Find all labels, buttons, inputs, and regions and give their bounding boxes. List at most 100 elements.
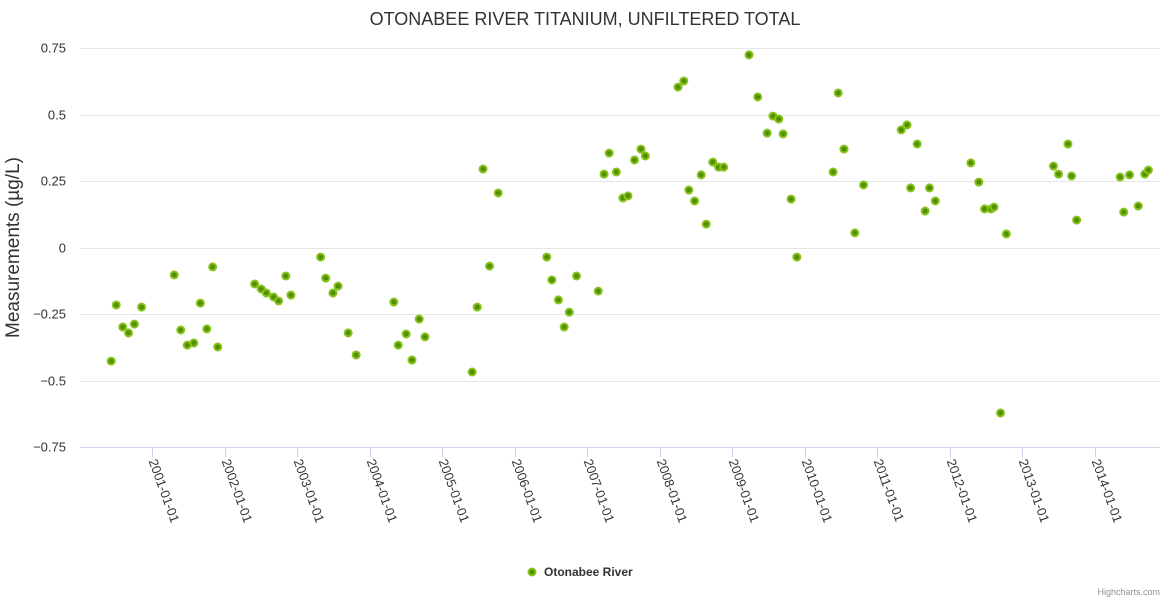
- data-point[interactable]: [828, 167, 838, 177]
- data-point[interactable]: [286, 290, 296, 300]
- data-point[interactable]: [1133, 201, 1143, 211]
- data-point[interactable]: [407, 355, 417, 365]
- data-point[interactable]: [485, 261, 495, 271]
- x-tick-label: 2004-01-01: [364, 457, 401, 525]
- data-point[interactable]: [478, 164, 488, 174]
- data-point[interactable]: [859, 180, 869, 190]
- data-point[interactable]: [966, 158, 976, 168]
- data-point[interactable]: [547, 275, 557, 285]
- data-point[interactable]: [1067, 171, 1077, 181]
- gridlines: [80, 48, 1160, 382]
- data-point[interactable]: [213, 342, 223, 352]
- data-point[interactable]: [401, 329, 411, 339]
- data-point[interactable]: [636, 144, 646, 154]
- data-point[interactable]: [493, 188, 503, 198]
- data-point[interactable]: [1063, 139, 1073, 149]
- data-point[interactable]: [1115, 172, 1125, 182]
- data-point[interactable]: [118, 322, 128, 332]
- data-point[interactable]: [774, 114, 784, 124]
- data-point[interactable]: [673, 82, 683, 92]
- data-point[interactable]: [274, 296, 284, 306]
- data-point[interactable]: [925, 183, 935, 193]
- data-point[interactable]: [1072, 215, 1082, 225]
- data-point[interactable]: [640, 151, 650, 161]
- data-point[interactable]: [623, 191, 633, 201]
- data-point[interactable]: [611, 167, 621, 177]
- data-point[interactable]: [792, 252, 802, 262]
- data-point[interactable]: [389, 297, 399, 307]
- data-point[interactable]: [124, 328, 134, 338]
- data-point[interactable]: [333, 281, 343, 291]
- data-point[interactable]: [696, 170, 706, 180]
- data-point[interactable]: [316, 252, 326, 262]
- data-point[interactable]: [896, 125, 906, 135]
- data-point[interactable]: [839, 144, 849, 154]
- data-point[interactable]: [542, 252, 552, 262]
- data-point[interactable]: [1001, 229, 1011, 239]
- data-point[interactable]: [902, 120, 912, 130]
- data-point[interactable]: [1048, 161, 1058, 171]
- data-point[interactable]: [786, 194, 796, 204]
- data-point[interactable]: [351, 350, 361, 360]
- data-point[interactable]: [195, 298, 205, 308]
- data-point[interactable]: [250, 279, 260, 289]
- data-point[interactable]: [593, 286, 603, 296]
- data-point[interactable]: [169, 270, 179, 280]
- data-point[interactable]: [974, 177, 984, 187]
- data-point[interactable]: [321, 273, 331, 283]
- data-point[interactable]: [778, 129, 788, 139]
- data-point[interactable]: [930, 196, 940, 206]
- data-point[interactable]: [719, 162, 729, 172]
- data-point[interactable]: [176, 325, 186, 335]
- data-point[interactable]: [343, 328, 353, 338]
- legend-item-otonabee-river[interactable]: Otonabee River: [527, 565, 634, 579]
- x-tick-label: 2005-01-01: [436, 457, 473, 525]
- data-point[interactable]: [690, 196, 700, 206]
- data-point[interactable]: [833, 88, 843, 98]
- data-point[interactable]: [137, 302, 147, 312]
- data-point[interactable]: [744, 50, 754, 60]
- data-point[interactable]: [708, 157, 718, 167]
- data-point[interactable]: [850, 228, 860, 238]
- data-point[interactable]: [261, 288, 271, 298]
- data-point[interactable]: [572, 271, 582, 281]
- data-point[interactable]: [553, 295, 563, 305]
- data-point[interactable]: [753, 92, 763, 102]
- data-point[interactable]: [472, 302, 482, 312]
- data-point[interactable]: [281, 271, 291, 281]
- data-point[interactable]: [564, 307, 574, 317]
- data-point[interactable]: [629, 155, 639, 165]
- data-point[interactable]: [920, 206, 930, 216]
- data-point[interactable]: [420, 332, 430, 342]
- data-point[interactable]: [684, 185, 694, 195]
- data-point[interactable]: [996, 408, 1006, 418]
- x-tick-label: 2010-01-01: [799, 457, 836, 525]
- data-point[interactable]: [701, 219, 711, 229]
- data-point[interactable]: [189, 338, 199, 348]
- y-tick-label: 0: [59, 241, 66, 256]
- data-point[interactable]: [393, 340, 403, 350]
- data-point[interactable]: [202, 324, 212, 334]
- data-point[interactable]: [906, 183, 916, 193]
- data-point[interactable]: [1119, 207, 1129, 217]
- data-point[interactable]: [106, 356, 116, 366]
- data-point[interactable]: [762, 128, 772, 138]
- x-tick-label: 2006-01-01: [509, 457, 546, 525]
- data-point[interactable]: [604, 148, 614, 158]
- credits-link[interactable]: Highcharts.com: [1097, 587, 1160, 597]
- data-point[interactable]: [208, 262, 218, 272]
- data-point[interactable]: [679, 76, 689, 86]
- data-point[interactable]: [414, 314, 424, 324]
- data-point[interactable]: [599, 169, 609, 179]
- data-point[interactable]: [111, 300, 121, 310]
- data-point[interactable]: [129, 319, 139, 329]
- data-point[interactable]: [328, 288, 338, 298]
- data-point[interactable]: [989, 202, 999, 212]
- data-point[interactable]: [559, 322, 569, 332]
- data-point[interactable]: [1054, 169, 1064, 179]
- series-otonabee-river: [106, 50, 1153, 418]
- data-point[interactable]: [1125, 170, 1135, 180]
- data-point[interactable]: [467, 367, 477, 377]
- data-point[interactable]: [912, 139, 922, 149]
- data-point[interactable]: [1143, 165, 1153, 175]
